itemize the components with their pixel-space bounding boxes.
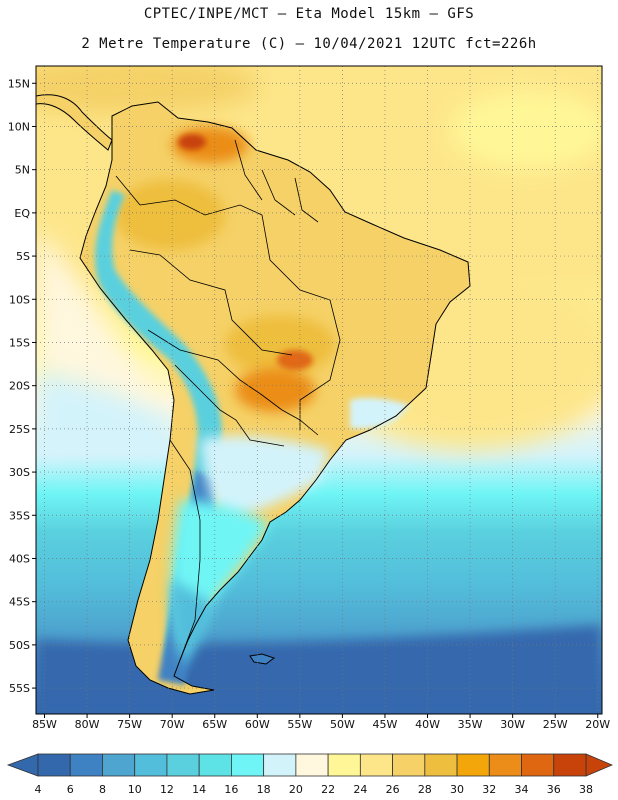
lon-tick-label: 75W bbox=[117, 718, 142, 731]
lon-tick-label: 60W bbox=[245, 718, 270, 731]
colorbar-swatch bbox=[521, 753, 555, 777]
colorbar-label: 28 bbox=[418, 783, 432, 796]
lon-tick-label: 40W bbox=[415, 718, 440, 731]
latitude-labels: 15N 10N 5N EQ 5S 10S 15S 20S 25S 30S 35S 40S 45S 50S 5… bbox=[8, 77, 36, 695]
colorbar-label: 36 bbox=[547, 783, 561, 796]
colorbar-label: 16 bbox=[224, 783, 238, 796]
colorbar-swatch bbox=[37, 753, 71, 777]
lat-tick-label: 5S bbox=[16, 250, 30, 263]
atlantic-light-area bbox=[450, 90, 602, 170]
colorbar-label: 26 bbox=[386, 783, 400, 796]
central-brazil-warm-area bbox=[225, 315, 335, 375]
lat-tick-label: 55S bbox=[9, 682, 30, 695]
lat-tick-label: 40S bbox=[9, 552, 30, 565]
colorbar-swatch bbox=[295, 753, 329, 777]
chaco-hot-area bbox=[235, 368, 315, 412]
lat-tick-label: 15S bbox=[9, 336, 30, 349]
title-line-2: 2 Metre Temperature (C) – 10/04/2021 12U… bbox=[81, 36, 537, 52]
southern-patagonia-cold bbox=[171, 580, 215, 665]
colorbar-swatch bbox=[359, 753, 393, 777]
colorbar-label: 6 bbox=[67, 783, 74, 796]
colorbar-label: 8 bbox=[99, 783, 106, 796]
colorbar-label: 4 bbox=[35, 783, 42, 796]
colorbar-label: 30 bbox=[450, 783, 464, 796]
map-frame bbox=[35, 65, 603, 715]
lon-tick-label: 70W bbox=[160, 718, 185, 731]
colorbar-label: 18 bbox=[257, 783, 271, 796]
country-borders bbox=[115, 139, 341, 661]
title-line-1: CPTEC/INPE/MCT – Eta Model 15km – GFS bbox=[143, 6, 475, 22]
colorbar-low-arrow bbox=[6, 753, 39, 777]
lat-tick-label: 5N bbox=[15, 164, 30, 177]
pacific-cool-tongue bbox=[36, 230, 150, 420]
colorbar-label: 32 bbox=[482, 783, 496, 796]
colorbar-swatch bbox=[424, 753, 458, 777]
central-america bbox=[36, 94, 113, 151]
colorbar-label: 38 bbox=[579, 783, 593, 796]
grid-lines bbox=[36, 66, 602, 714]
lat-tick-label: 15N bbox=[8, 77, 30, 90]
lat-tick-label: 20S bbox=[9, 380, 30, 393]
colorbar-swatch bbox=[553, 753, 587, 777]
temperature-field bbox=[36, 66, 602, 714]
lat-tick-label: 10N bbox=[8, 120, 30, 133]
colorbar-swatch bbox=[327, 753, 361, 777]
lon-tick-label: 25W bbox=[543, 718, 568, 731]
lat-tick-label: 30S bbox=[9, 466, 30, 479]
uruguay-cool-area bbox=[200, 435, 330, 520]
venezuela-hottest-spot bbox=[178, 134, 206, 150]
colorbar-label: 24 bbox=[353, 783, 367, 796]
colorbar-swatch bbox=[198, 753, 232, 777]
colorbar-label: 10 bbox=[128, 783, 142, 796]
colorbar-high-arrow bbox=[585, 753, 614, 777]
colorbar-label: 22 bbox=[321, 783, 335, 796]
colorbar-swatch bbox=[166, 753, 200, 777]
colorbar-swatch bbox=[231, 753, 265, 777]
lon-tick-label: 55W bbox=[287, 718, 312, 731]
caribbean-warm-area bbox=[36, 66, 260, 115]
colorbar-swatch bbox=[134, 753, 168, 777]
colorbar-swatch bbox=[69, 753, 103, 777]
lon-tick-label: 50W bbox=[330, 718, 355, 731]
colorbar-swatch bbox=[488, 753, 522, 777]
lon-tick-label: 80W bbox=[75, 718, 100, 731]
lat-tick-label: 45S bbox=[9, 596, 30, 609]
falkland-islands bbox=[249, 653, 276, 665]
lat-tick-label: EQ bbox=[14, 207, 30, 220]
lon-tick-label: 65W bbox=[202, 718, 227, 731]
colorbar-swatch bbox=[392, 753, 426, 777]
lat-tick-label: 10S bbox=[9, 293, 30, 306]
pantanal-hot-spot bbox=[277, 350, 313, 370]
colorbar-swatch bbox=[263, 753, 297, 777]
lat-tick-label: 50S bbox=[9, 639, 30, 652]
lon-tick-label: 85W bbox=[32, 718, 57, 731]
lon-tick-label: 45W bbox=[373, 718, 398, 731]
colorbar-label: 14 bbox=[192, 783, 206, 796]
lon-tick-label: 20W bbox=[585, 718, 610, 731]
colorbar-swatch bbox=[456, 753, 490, 777]
lon-tick-label: 35W bbox=[458, 718, 483, 731]
coastline bbox=[79, 101, 471, 695]
colorbar-label: 34 bbox=[515, 783, 529, 796]
colorbar-label: 12 bbox=[160, 783, 174, 796]
colorbar-swatch bbox=[102, 753, 136, 777]
se-brazil-cool-coast bbox=[350, 397, 410, 429]
lat-tick-label: 35S bbox=[9, 509, 30, 522]
amazon-warm-area bbox=[115, 180, 225, 250]
pacific-cooler-band bbox=[36, 370, 170, 460]
colorbar: 4 6 8 10 12 14 16 18 20 22 24 26 28 30 32 34 36 38 bbox=[6, 753, 614, 796]
colorbar-label: 20 bbox=[289, 783, 303, 796]
longitude-labels: 85W 80W 75W 70W 65W 60W 55W 50W 45W 40W 35W 30W 25W 2… bbox=[32, 714, 610, 731]
lat-tick-label: 25S bbox=[9, 423, 30, 436]
lon-tick-label: 30W bbox=[500, 718, 525, 731]
